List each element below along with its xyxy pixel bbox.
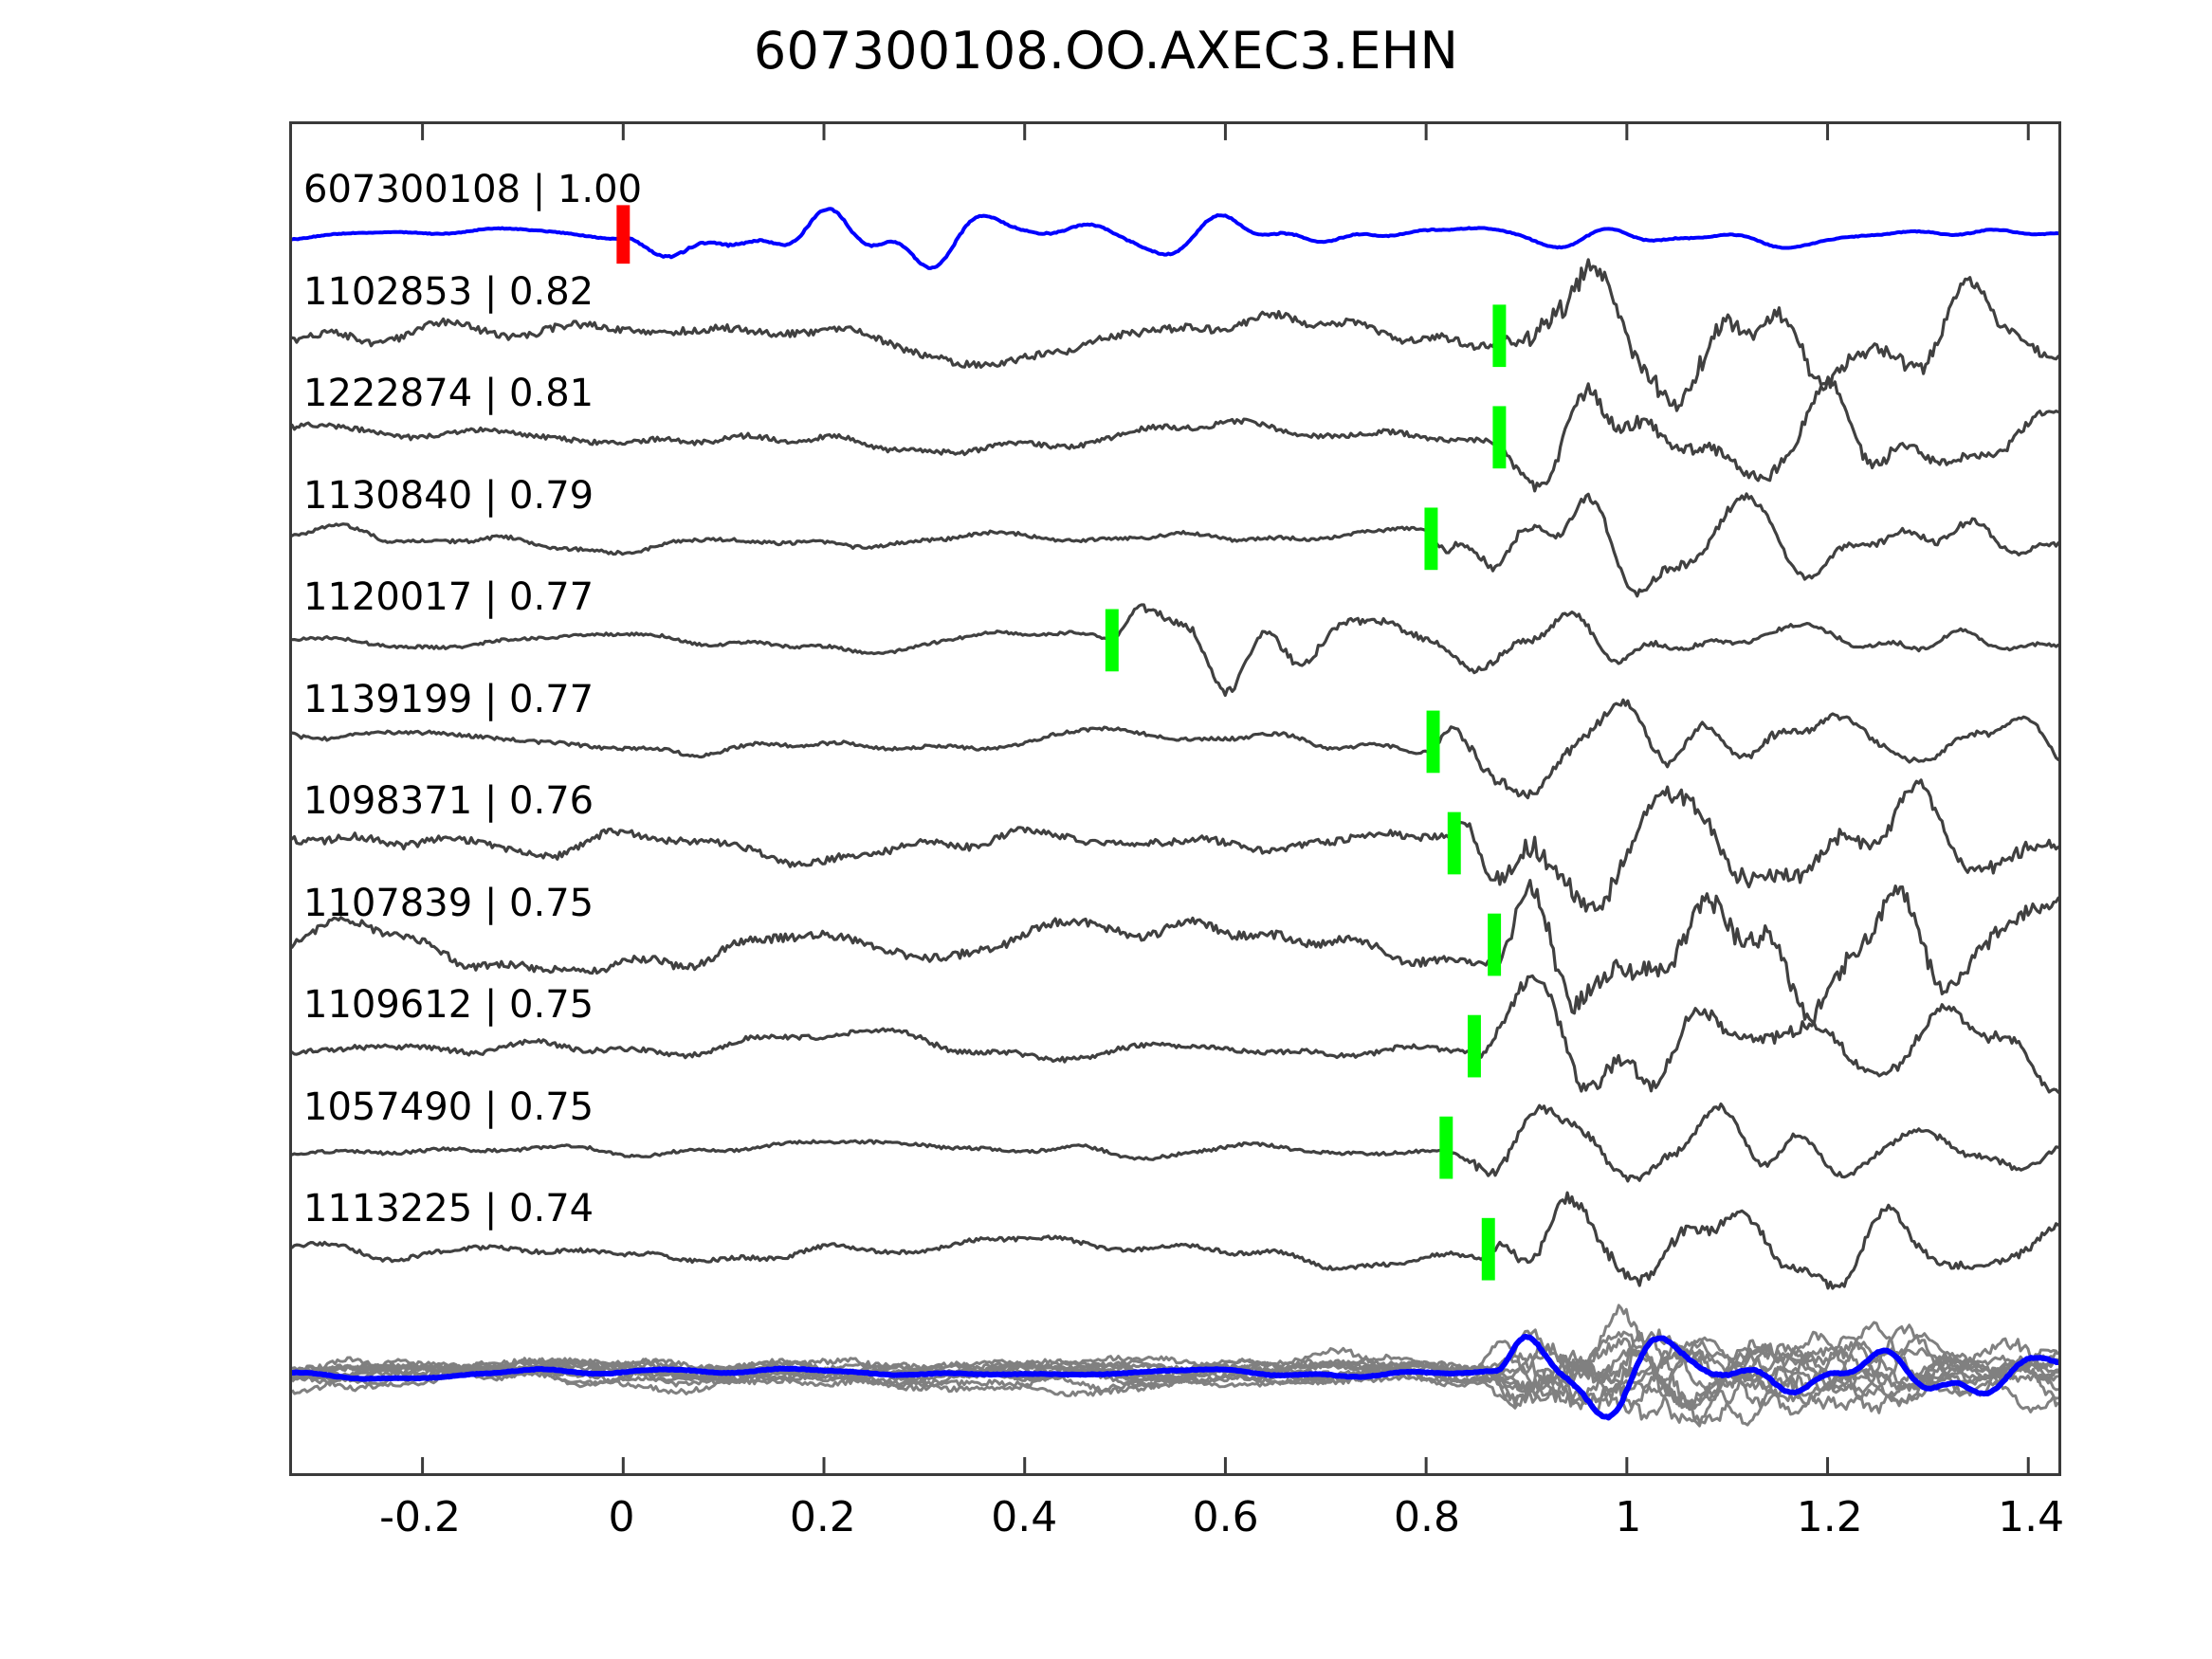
pick-marker (1424, 507, 1438, 571)
waveform-trace (292, 1191, 2058, 1290)
trace-label: 1113225 | 0.74 (303, 1187, 594, 1231)
pick-marker (1467, 1014, 1481, 1078)
waveform-trace (292, 258, 2058, 412)
trace-label: 1098371 | 0.76 (303, 779, 594, 823)
plot-area: 607300108 | 1.00 1102853 | 0.82 1222874 | … (289, 121, 2061, 1476)
pick-marker (1447, 811, 1461, 875)
x-tick-label: 1.2 (1796, 1493, 1863, 1541)
template-pick-marker (616, 205, 631, 264)
pick-marker (1439, 1116, 1453, 1179)
trace-label: 1107839 | 0.75 (303, 881, 594, 925)
pick-marker (1105, 609, 1119, 672)
waveform-trace (292, 698, 2058, 800)
pick-marker (1481, 1217, 1495, 1281)
waveform-trace (292, 879, 2058, 1027)
waveform-trace (292, 207, 2058, 270)
waveform-trace (292, 492, 2058, 598)
x-tick-label: 0.2 (789, 1493, 856, 1541)
stack-mean-trace (292, 1334, 2058, 1421)
x-tick-label: 0.6 (1192, 1493, 1259, 1541)
waveform-trace (292, 603, 2058, 698)
x-tick-label: 0 (608, 1493, 635, 1541)
pick-marker (1426, 710, 1440, 774)
overlay-trace (292, 1328, 2058, 1414)
waveform-trace (292, 375, 2058, 493)
trace-label: 1120017 | 0.77 (303, 575, 594, 619)
pick-marker (1492, 304, 1507, 368)
x-axis-tick-labels: -0.2 0 0.2 0.4 0.6 0.8 1 1.2 1.4 (289, 1493, 2065, 1569)
x-tick-label: 0.4 (991, 1493, 1058, 1541)
pick-marker (1488, 913, 1502, 976)
trace-label: 1139199 | 0.77 (303, 677, 594, 721)
trace-label: 1102853 | 0.82 (303, 269, 594, 314)
trace-label: 1130840 | 0.79 (303, 473, 594, 518)
trace-label: 1057490 | 0.75 (303, 1085, 594, 1129)
stacked-overlay-panel (292, 1304, 2058, 1428)
pick-marker (1492, 406, 1507, 469)
waveform-trace (292, 778, 2058, 913)
x-tick-label: 0.8 (1393, 1493, 1460, 1541)
page-title: 607300108.OO.AXEC3.EHN (753, 21, 1459, 81)
x-tick-label: -0.2 (379, 1493, 461, 1541)
waveform-svg (292, 124, 2058, 1473)
x-tick-label: 1 (1615, 1493, 1642, 1541)
waveform-trace (292, 1102, 2058, 1183)
trace-label: 1222874 | 0.81 (303, 372, 594, 415)
trace-label: 1109612 | 0.75 (303, 983, 594, 1027)
trace-label: 607300108 | 1.00 (303, 168, 643, 211)
x-tick-label: 1.4 (1998, 1493, 2065, 1541)
waveform-trace (292, 974, 2058, 1094)
